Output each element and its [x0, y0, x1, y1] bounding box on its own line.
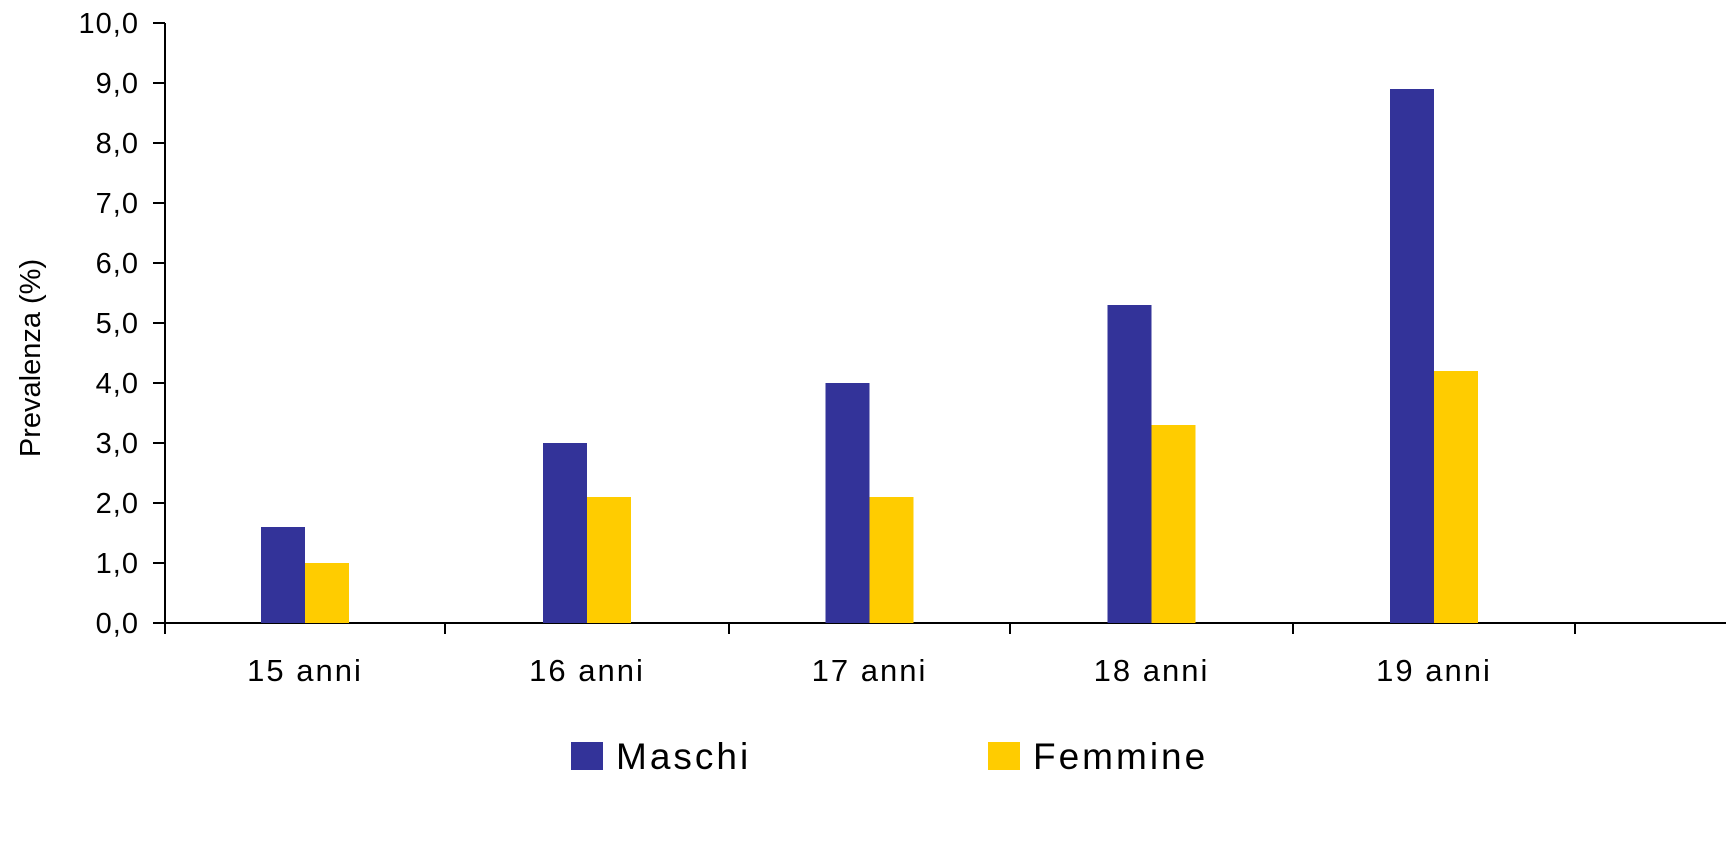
x-axis: 15 anni 16 anni 17 anni 18 anni 19 anni — [164, 622, 1726, 688]
x-tick-label: 17 anni — [812, 653, 928, 688]
bar-femmine-18-anni — [1151, 425, 1196, 623]
bar-femmine-16-anni — [587, 497, 631, 623]
legend-swatch-femmine — [988, 742, 1020, 770]
y-tick-label: 3,0 — [96, 428, 139, 460]
y-tick-label: 5,0 — [96, 308, 139, 340]
legend: Maschi Femmine — [571, 736, 1208, 777]
bars — [261, 89, 1478, 623]
legend-label-femmine: Femmine — [1033, 736, 1208, 777]
y-tick-label: 0,0 — [96, 608, 139, 640]
bar-maschi-16-anni — [543, 443, 587, 623]
legend-swatch-maschi — [571, 742, 603, 770]
bar-maschi-15-anni — [261, 527, 305, 623]
y-tick-label: 2,0 — [96, 488, 139, 520]
bar-femmine-17-anni — [869, 497, 914, 623]
bar-femmine-15-anni — [305, 563, 349, 623]
y-tick-label: 7,0 — [96, 188, 139, 220]
y-tick-label: 6,0 — [96, 248, 139, 280]
legend-label-maschi: Maschi — [616, 736, 751, 777]
y-tick-label: 9,0 — [96, 68, 139, 100]
y-tick-label: 10,0 — [79, 8, 139, 40]
y-axis: 0,0 1,0 2,0 3,0 4,0 5,0 6,0 7,0 8,0 9,0 10,0 — [79, 8, 166, 640]
bar-femmine-19-anni — [1434, 371, 1478, 623]
bar-maschi-18-anni — [1107, 305, 1152, 623]
y-tick-label: 8,0 — [96, 128, 139, 160]
x-tick-label: 19 anni — [1376, 653, 1492, 688]
bar-maschi-17-anni — [825, 383, 870, 623]
x-tick-label: 18 anni — [1094, 653, 1210, 688]
x-tick-label: 15 anni — [247, 653, 363, 688]
y-tick-label: 4,0 — [96, 368, 139, 400]
y-tick-label: 1,0 — [96, 548, 139, 580]
bar-maschi-19-anni — [1390, 89, 1434, 623]
x-tick-label: 16 anni — [529, 653, 645, 688]
y-axis-title: Prevalenza (%) — [15, 259, 47, 457]
